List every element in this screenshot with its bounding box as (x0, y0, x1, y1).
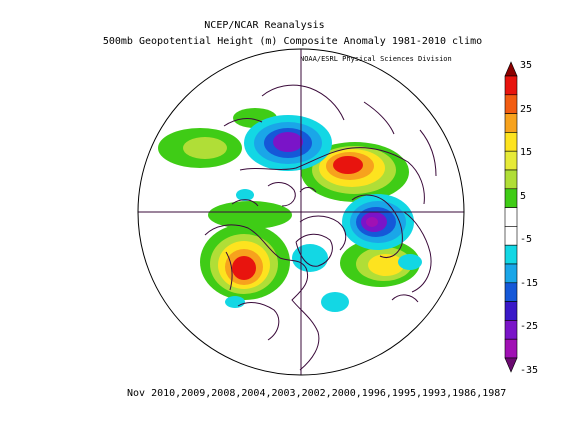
colorbar-segment (504, 301, 518, 321)
anomaly-contour (236, 189, 254, 201)
credit-text: NOAA/ESRL Physical Sciences Division (300, 55, 452, 63)
anomaly-contour (368, 254, 404, 276)
colorbar-label: 35 (520, 60, 533, 71)
colorbar-label: -35 (520, 365, 539, 376)
colorbar-segment (504, 282, 518, 302)
composite-years-caption: Nov 2010,2009,2008,2004,2003,2002,2000,1… (127, 388, 507, 399)
anomaly-field (158, 108, 422, 312)
map-subtitle: 500mb Geopotential Height (m) Composite … (102, 36, 483, 47)
coastline (225, 251, 233, 291)
colorbar-segment (504, 207, 518, 227)
anomaly-contour (321, 292, 349, 312)
colorbar-segment (504, 132, 518, 152)
colorbar-segment (504, 94, 518, 114)
colorbar-segment (504, 263, 518, 284)
coastline (363, 101, 395, 135)
anomaly-contour (208, 201, 292, 229)
colorbar-label: -5 (520, 234, 533, 246)
anomaly-contour (273, 132, 303, 152)
coastline (351, 194, 403, 258)
colorbar-segment (504, 357, 518, 373)
coastlines (204, 84, 437, 371)
coastline (403, 211, 432, 293)
anomaly-contour (232, 256, 256, 280)
colorbar-segment (504, 113, 518, 133)
anomaly-contour (225, 296, 245, 308)
colorbar-label: -25 (520, 321, 539, 333)
colorbar-segment (504, 169, 518, 190)
colorbar-segment (504, 338, 518, 359)
coastline (223, 118, 263, 127)
colorbar-segment (504, 188, 518, 208)
colorbar-segment (504, 75, 518, 96)
colorbar-segment (504, 150, 518, 171)
coastline (239, 147, 425, 205)
colorbar-segment (504, 244, 518, 265)
colorbar-label: 5 (520, 190, 527, 202)
colorbar-label: 25 (520, 103, 533, 115)
coastline (299, 215, 347, 251)
colorbar (504, 61, 518, 373)
anomaly-contour (333, 156, 363, 174)
map-title: NCEP/NCAR Reanalysis (204, 20, 325, 31)
colorbar-segment (504, 320, 518, 340)
colorbar-segment (504, 226, 518, 246)
coastline (267, 182, 296, 207)
colorbar-label: -15 (520, 277, 539, 289)
anomaly-contour (398, 254, 422, 270)
map-boundary (137, 48, 465, 376)
anomaly-contour (183, 137, 227, 159)
anomaly-contour (366, 217, 378, 227)
coastline (261, 84, 345, 121)
coastline (231, 199, 259, 207)
coastline (391, 294, 419, 303)
colorbar-label: 15 (520, 147, 533, 159)
colorbar-segment (504, 61, 518, 77)
coastline (295, 233, 333, 267)
coastline (204, 224, 320, 371)
coastline (419, 129, 437, 177)
coastline (237, 302, 280, 341)
